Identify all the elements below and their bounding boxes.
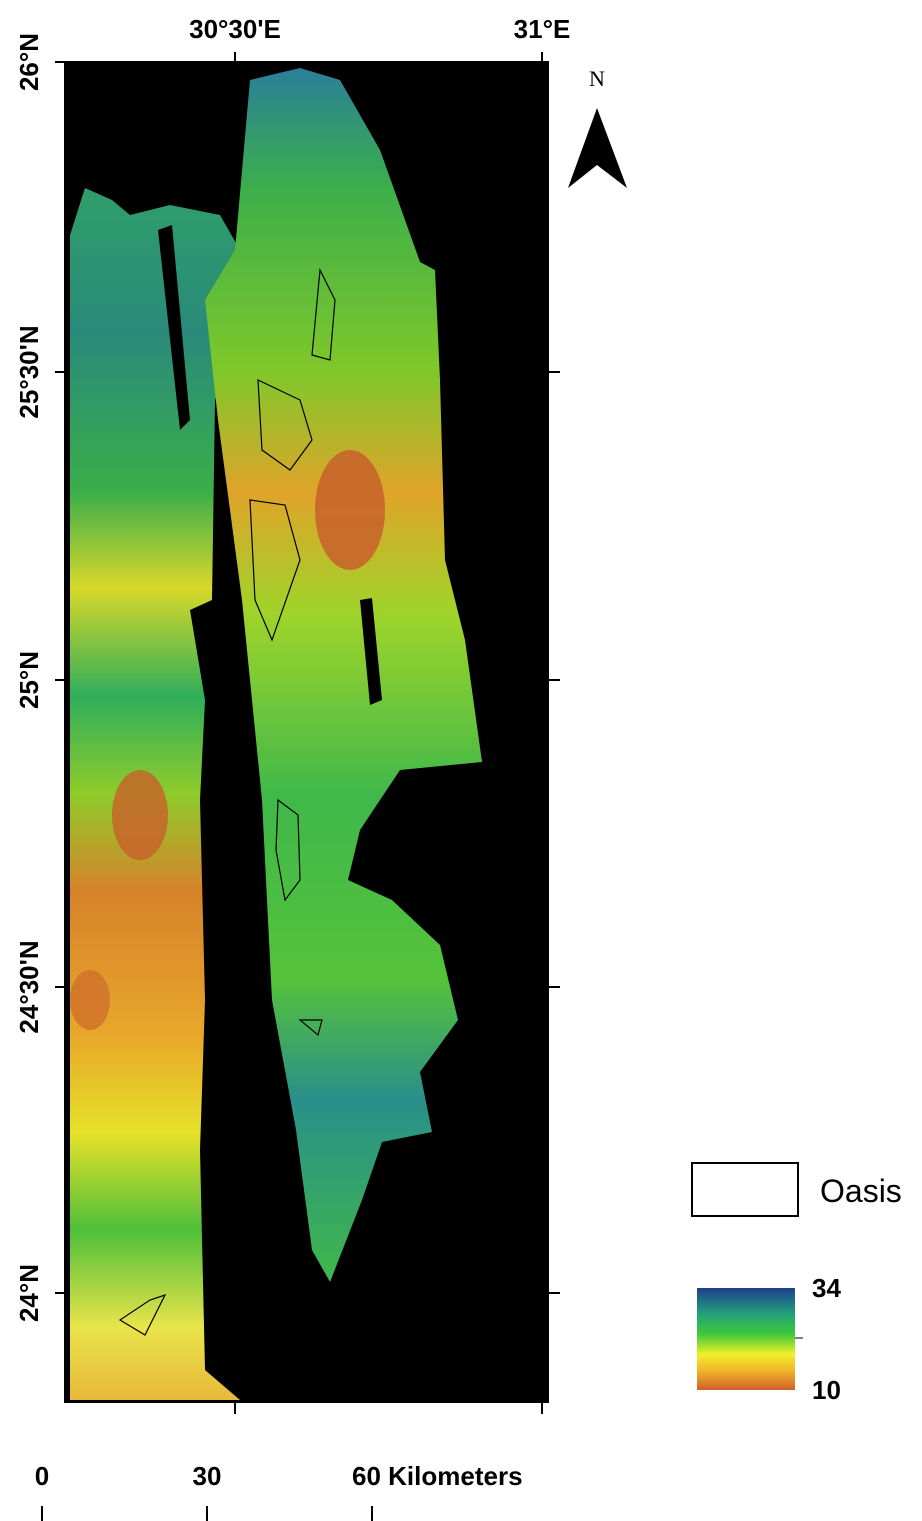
longitude-label: 30°30'E <box>189 14 281 44</box>
oasis-legend-label: Oasis <box>820 1173 902 1209</box>
black-strip <box>360 598 382 705</box>
latitude-label: 25°N <box>14 651 44 709</box>
latitude-label: 24°30'N <box>14 940 44 1033</box>
scale-ticks <box>41 1506 373 1521</box>
black-strip <box>158 225 190 430</box>
heat-patch <box>70 970 110 1030</box>
longitude-label: 31°E <box>514 14 571 44</box>
scale-label: 60 Kilometers <box>352 1461 523 1491</box>
heat-patch <box>315 450 385 570</box>
data-region-east <box>205 68 482 1282</box>
north-label: N <box>589 66 605 91</box>
colorbar <box>697 1288 795 1390</box>
graticule-ticks <box>55 52 560 1414</box>
colorbar-min-label: 10 <box>812 1375 841 1405</box>
scale-label: 30 <box>193 1461 222 1491</box>
scale-label: 0 <box>35 1461 49 1491</box>
oasis-legend-swatch <box>691 1162 799 1217</box>
map-frame <box>64 61 549 1403</box>
latitude-label: 26°N <box>14 33 44 91</box>
oasis-outlines <box>118 267 336 1336</box>
latitude-label: 25°30'N <box>14 325 44 418</box>
colorbar-max-label: 34 <box>812 1273 841 1303</box>
north-arrow <box>568 108 627 188</box>
heat-patch <box>112 770 168 860</box>
latitude-label: 24°N <box>14 1264 44 1322</box>
